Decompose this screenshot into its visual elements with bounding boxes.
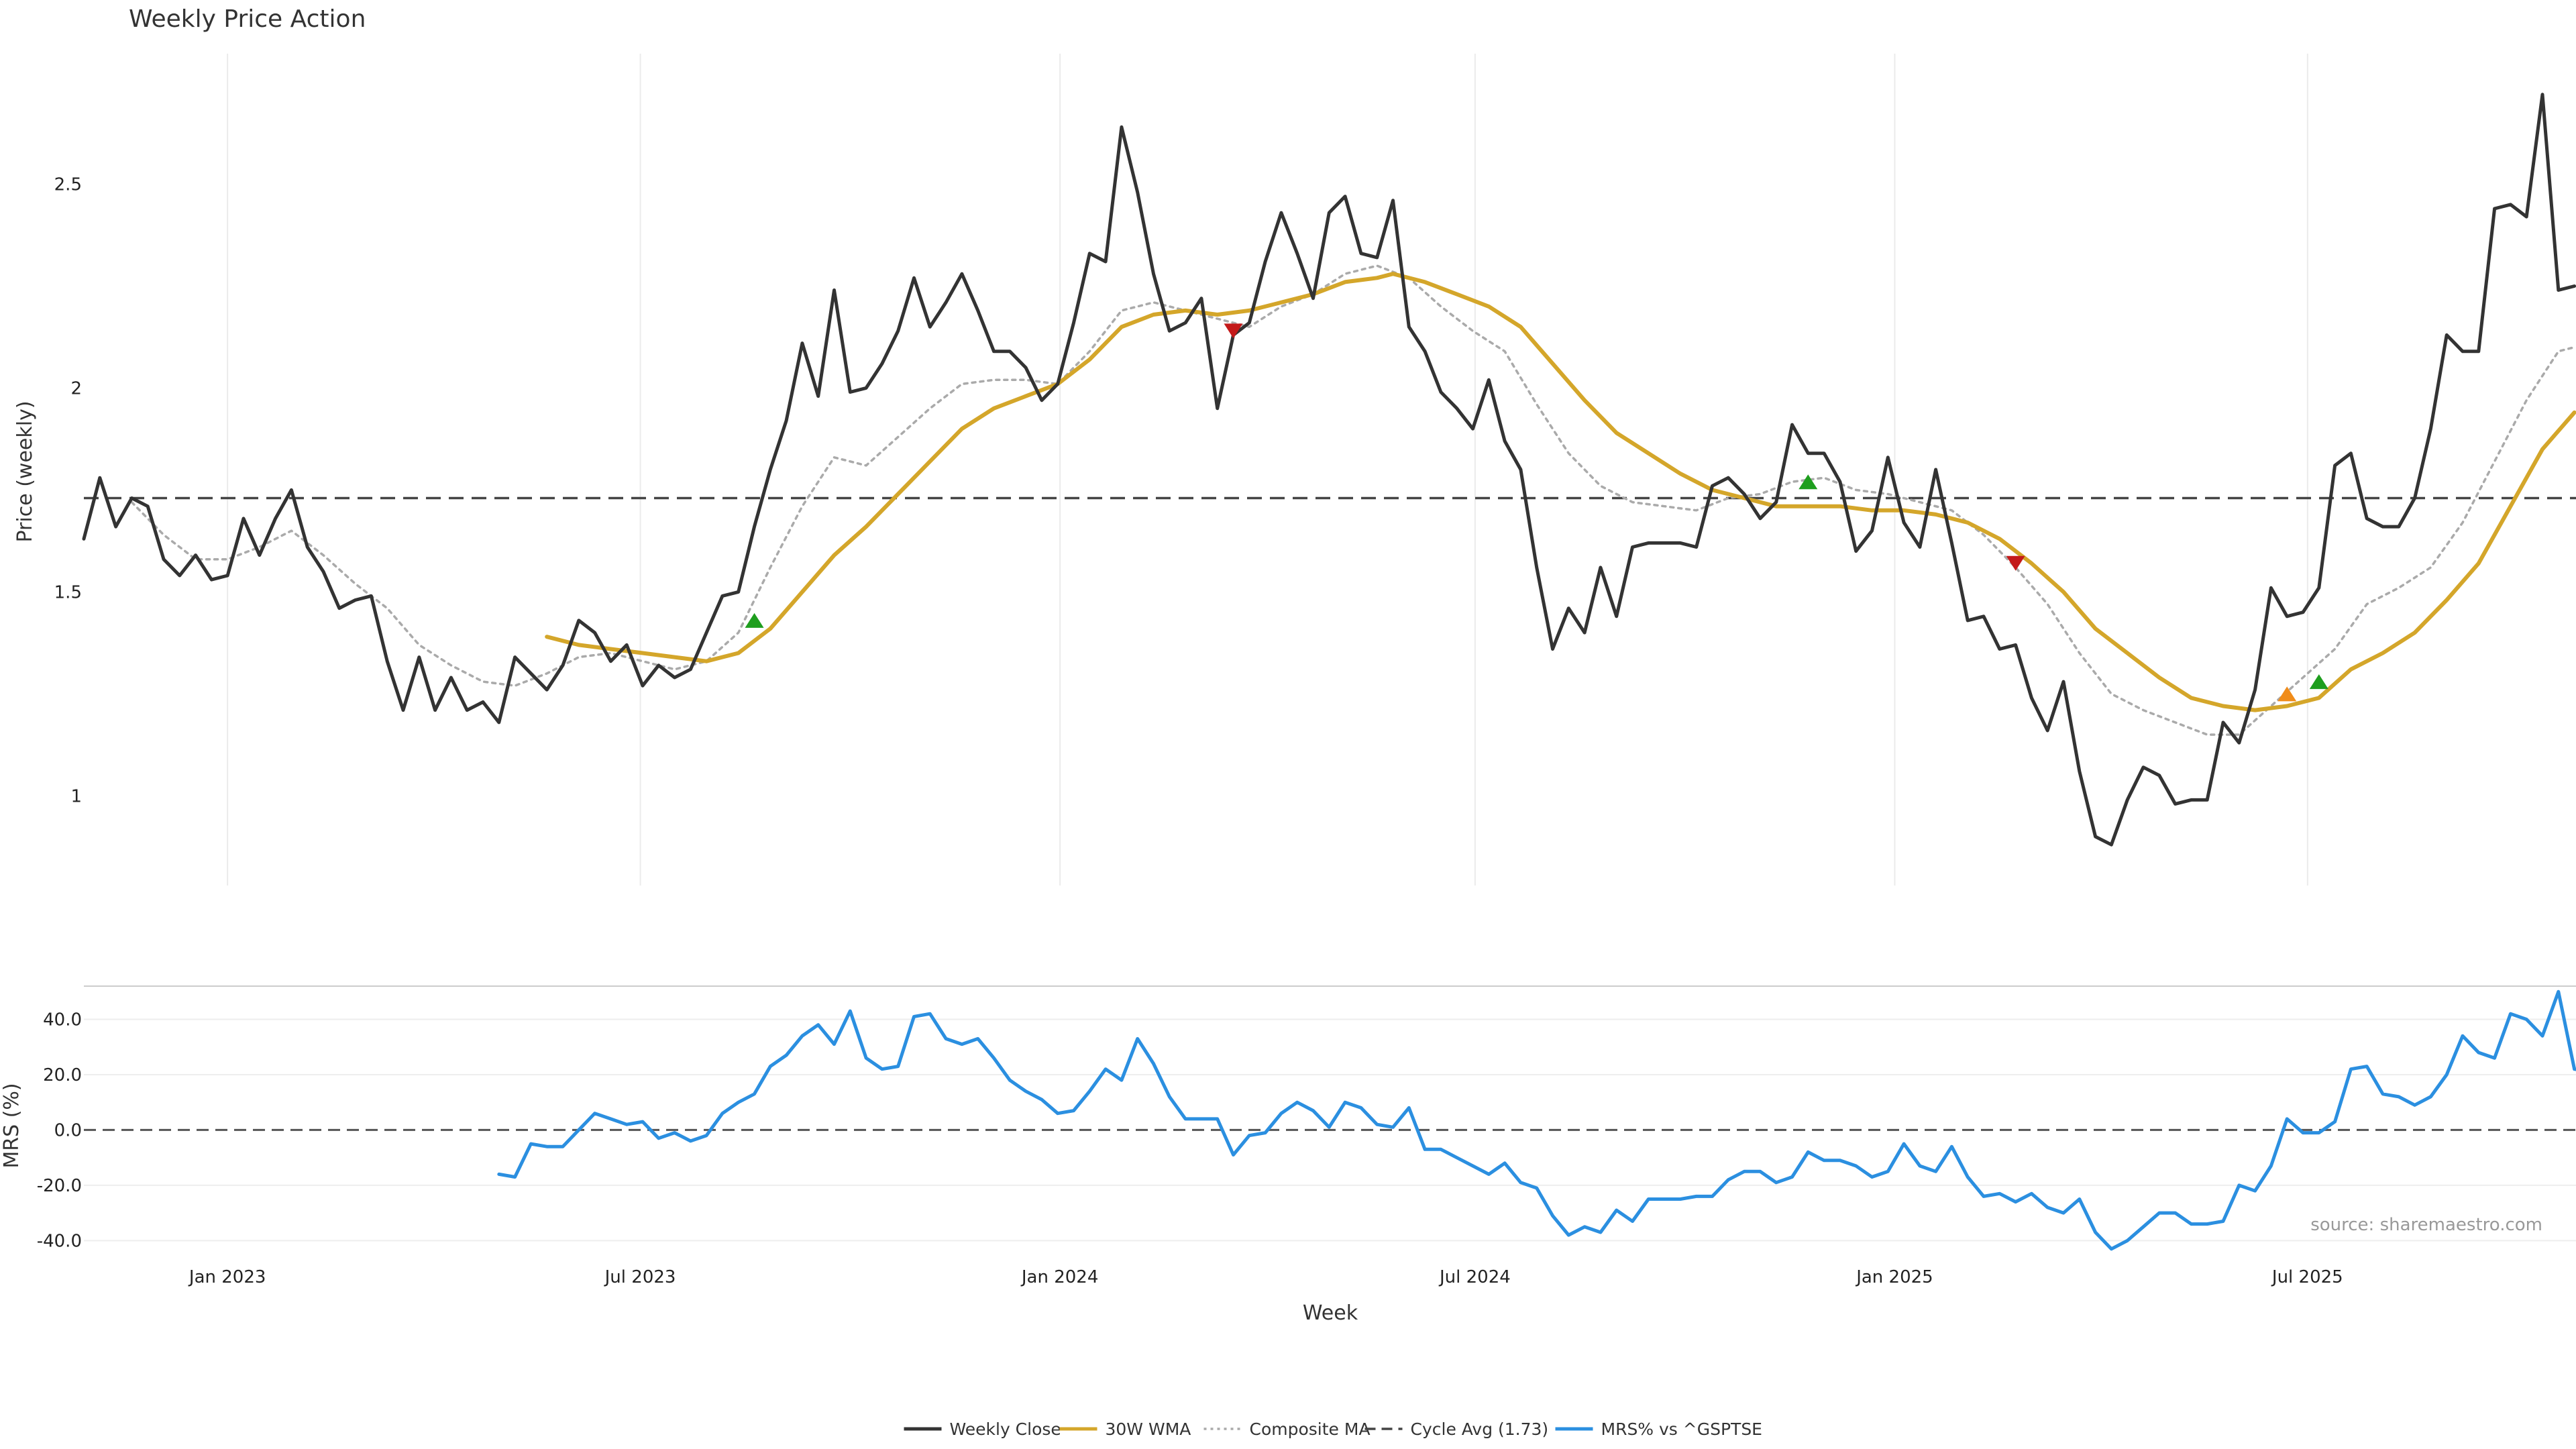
mrs-y-tick-label: 40.0	[43, 1010, 82, 1030]
price-y-ticks: 1 1.5 2 2.5	[54, 175, 82, 807]
legend-item: MRS% vs ^GSPTSE	[1555, 1419, 1762, 1439]
signal-markers	[745, 323, 2328, 702]
price-y-tick-label: 1	[70, 786, 82, 806]
mrs-grid	[84, 985, 2576, 1242]
mrs-y-tick-label: 0.0	[54, 1120, 82, 1140]
weekly-close-line	[82, 93, 2576, 847]
legend-item: Cycle Avg (1.73)	[1364, 1419, 1549, 1439]
30w-wma-line	[545, 272, 2576, 712]
buy-signal-marker	[1799, 474, 1818, 490]
price-y-tick-label: 1.5	[54, 582, 82, 602]
buy-signal-marker	[2309, 674, 2328, 690]
legend-label: Weekly Close	[950, 1419, 1061, 1439]
legend-item: Composite MA	[1203, 1419, 1371, 1439]
mrs-y-axis-label: MRS (%)	[0, 1083, 23, 1168]
buy-signal-marker	[2277, 686, 2297, 702]
x-tick-label: Jan 2024	[1020, 1267, 1099, 1287]
legend: Weekly Close 30W WMA Composite MA Cycle Avg…	[904, 1419, 1762, 1439]
legend-label: Cycle Avg (1.73)	[1411, 1419, 1549, 1439]
x-ticks: Jan 2023 Jul 2023 Jan 2024 Jul 2024 Jan 2025…	[188, 1267, 2343, 1287]
x-tick-label: Jan 2023	[188, 1267, 266, 1287]
legend-label: Composite MA	[1250, 1419, 1371, 1439]
source-note: source: sharemaestro.com	[2310, 1215, 2542, 1235]
buy-signal-marker	[745, 612, 764, 628]
price-y-axis-label: Price (weekly)	[13, 400, 37, 542]
price-grid	[227, 54, 2308, 885]
composite-ma-line	[130, 264, 2576, 736]
x-tick-label: Jul 2025	[2271, 1267, 2343, 1287]
x-axis-label: Week	[1303, 1301, 1358, 1325]
mrs-y-ticks: 40.0 20.0 0.0 -20.0 -40.0	[37, 1010, 82, 1251]
price-y-tick-label: 2	[70, 378, 82, 398]
mrs-vs-gsptse-line	[497, 989, 2576, 1251]
legend-item: Weekly Close	[904, 1419, 1061, 1439]
sell-signal-marker	[2006, 555, 2025, 571]
mrs-y-tick-label: 20.0	[43, 1065, 82, 1085]
mrs-y-tick-label: -20.0	[37, 1176, 82, 1196]
x-tick-label: Jul 2023	[604, 1267, 676, 1287]
price-series	[82, 93, 2576, 847]
x-tick-label: Jan 2025	[1855, 1267, 1933, 1287]
legend-label: 30W WMA	[1106, 1419, 1191, 1439]
mrs-y-tick-label: -40.0	[37, 1231, 82, 1251]
legend-item: 30W WMA	[1059, 1419, 1191, 1439]
price-y-tick-label: 2.5	[54, 175, 82, 195]
mrs-series	[497, 989, 2576, 1251]
sell-signal-marker	[1224, 323, 1243, 339]
chart-title: Weekly Price Action	[129, 5, 366, 33]
x-tick-label: Jul 2024	[1438, 1267, 1511, 1287]
legend-label: MRS% vs ^GSPTSE	[1601, 1419, 1762, 1439]
